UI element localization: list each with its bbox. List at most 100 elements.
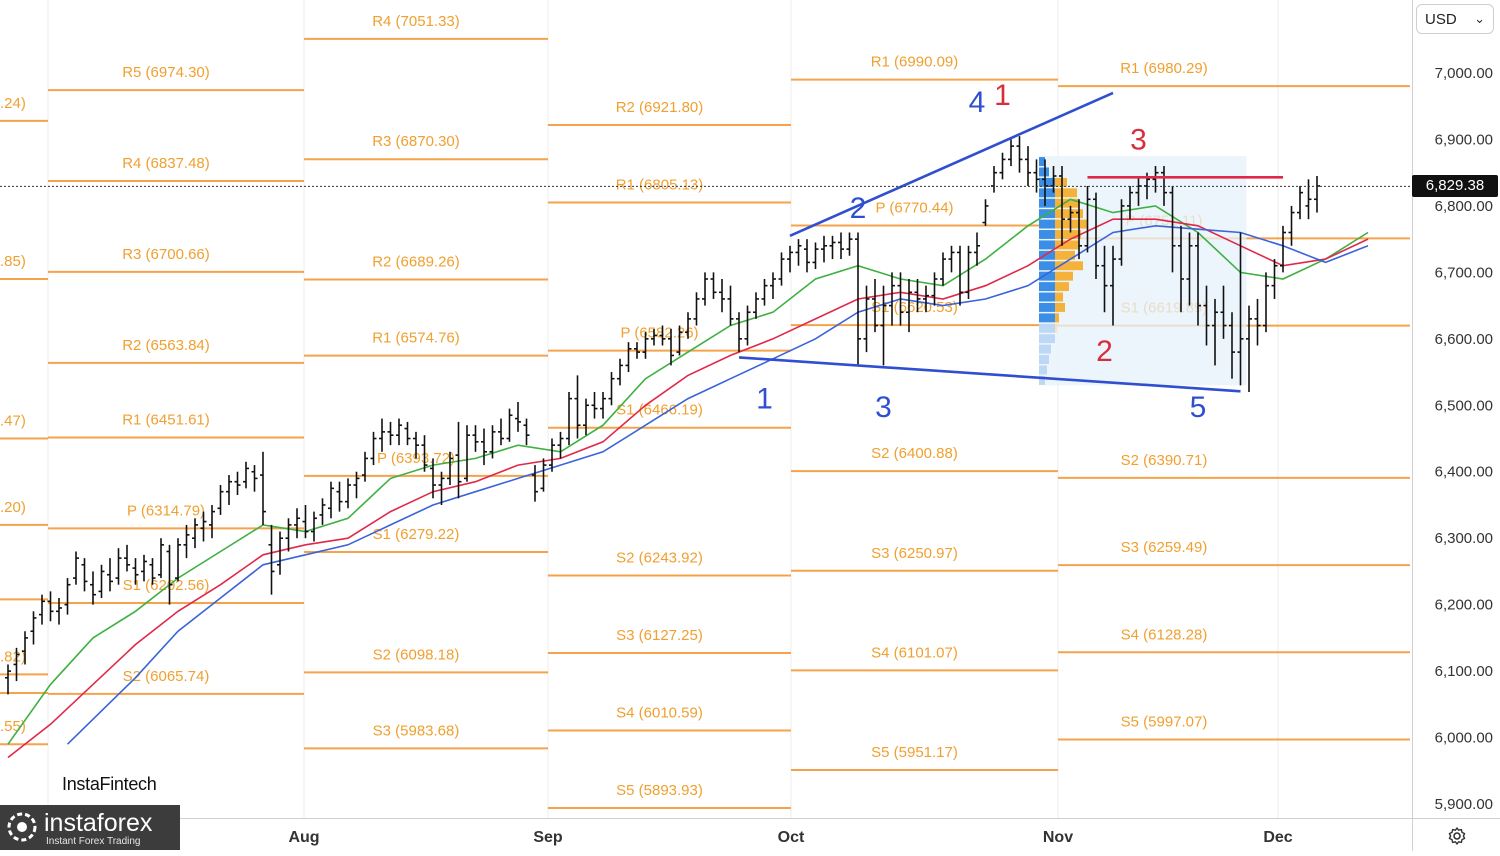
price-chart[interactable]: .24) .85) .47) .20) .82) .55) R5 (6974.30) R4 (… <box>0 0 1412 818</box>
volume-profile-bar <box>1055 240 1079 250</box>
ohlc-bar <box>1059 166 1065 246</box>
pivot-level-label: R1 (6574.76) <box>372 330 460 347</box>
pivot-level-label: S3 (6127.25) <box>616 627 703 644</box>
volume-profile-bar <box>1039 292 1055 302</box>
ohlc-bar <box>1314 176 1320 213</box>
ohlc-bar <box>940 252 946 286</box>
ohlc-bar <box>455 421 462 499</box>
ohlc-bar <box>166 544 173 605</box>
price-tick-label: 6,900.00 <box>1435 131 1493 148</box>
ohlc-bar <box>158 538 164 579</box>
ohlc-bar <box>489 425 496 459</box>
volume-profile-bar <box>1039 271 1055 281</box>
time-tick-label: Aug <box>288 829 319 846</box>
currency-label: USD <box>1425 11 1457 28</box>
ohlc-bar <box>1254 298 1261 346</box>
ohlc-bar <box>600 391 606 419</box>
ohlc-bar <box>617 358 623 386</box>
gear-icon[interactable] <box>1447 826 1467 846</box>
volume-profile-bar <box>1055 313 1059 323</box>
time-axis[interactable]: Aug Sep Oct Nov Dec <box>0 818 1412 851</box>
instaforex-emblem-icon <box>7 812 37 842</box>
ohlc-bar <box>1110 245 1116 326</box>
volume-profile-bar <box>1039 167 1049 177</box>
wave-label: 4 <box>969 86 986 119</box>
ohlc-bar <box>523 418 530 446</box>
ohlc-bar <box>982 199 989 226</box>
ohlc-bar <box>1229 312 1235 379</box>
price-tick-label: 6,400.00 <box>1435 464 1493 481</box>
chart-plot-area[interactable]: .24) .85) .47) .20) .82) .55) R5 (6974.30) R4 (… <box>0 0 1412 818</box>
pivot-level-label: S1 (6279.22) <box>373 526 460 543</box>
ohlc-bar <box>761 279 768 306</box>
pivot-level-label: S5 (5893.93) <box>616 782 703 799</box>
ohlc-bar <box>710 272 717 299</box>
ohlc-bar <box>1093 192 1099 280</box>
ohlc-bar <box>472 425 479 452</box>
ohlc-bar <box>821 235 827 263</box>
volume-profile-bar <box>1055 250 1075 260</box>
ohlc-bar <box>736 312 742 353</box>
ohlc-bar <box>727 285 734 326</box>
ohlc-bar <box>13 647 20 682</box>
price-tick-label: 6,100.00 <box>1435 663 1493 680</box>
ohlc-bar <box>141 554 147 582</box>
ohlc-bar <box>353 471 360 499</box>
ohlc-bar <box>719 279 725 313</box>
axis-corner <box>1412 818 1500 851</box>
volume-profile-bar <box>1055 188 1077 198</box>
pivot-level-label: .20) <box>0 499 26 516</box>
pivot-level-label: S3 (6250.97) <box>871 545 958 562</box>
wave-label: 2 <box>850 192 867 225</box>
ohlc-bar <box>795 239 802 266</box>
pivot-level-label: R1 (6451.61) <box>122 411 210 428</box>
price-tick-label: 6,600.00 <box>1435 331 1493 348</box>
volume-profile-bar <box>1039 157 1045 166</box>
ohlc-bar <box>515 401 521 432</box>
ohlc-bar <box>200 511 207 542</box>
currency-select[interactable]: USD ⌄ <box>1416 4 1494 34</box>
ohlc-bar <box>370 431 377 466</box>
wave-label: 1 <box>756 383 773 416</box>
ohlc-bar <box>676 325 683 356</box>
ohlc-bar <box>149 558 156 585</box>
price-tick-label: 6,300.00 <box>1435 530 1493 547</box>
pivot-level-label: S1 (6620.53) <box>871 299 958 316</box>
ohlc-bar <box>1008 139 1014 167</box>
time-tick-label: Nov <box>1043 829 1073 846</box>
ohlc-bar <box>1297 185 1303 220</box>
volume-profile-bar <box>1039 261 1055 271</box>
pivot-level-label: R3 (6870.30) <box>372 133 460 150</box>
volume-profile-bar <box>1055 302 1065 312</box>
ohlc-bar <box>413 431 419 459</box>
pivot-level-label: S3 (6259.49) <box>1121 539 1208 556</box>
ohlc-bar <box>1169 185 1176 273</box>
ohlc-bar <box>506 408 513 442</box>
ohlc-bar <box>634 342 640 359</box>
pivot-level-label: R3 (6700.66) <box>122 246 210 263</box>
ohlc-bar <box>829 235 836 260</box>
price-axis[interactable]: 5,900.00 6,000.00 6,100.00 6,200.00 6,300.00… <box>1412 0 1500 818</box>
ohlc-bar <box>549 438 555 472</box>
ohlc-bar <box>1076 199 1082 260</box>
trend-line <box>738 356 1241 393</box>
ohlc-bar <box>226 475 232 505</box>
ohlc-bar <box>557 431 564 459</box>
ohlc-bar <box>22 631 28 665</box>
ohlc-bar <box>268 524 275 595</box>
pivot-level-label: .82) <box>0 648 26 665</box>
volume-profile-bar <box>1039 365 1047 375</box>
ohlc-bar <box>1127 185 1133 220</box>
ohlc-bar <box>243 461 249 489</box>
volume-profile-bar <box>1039 344 1051 354</box>
ohlc-bar <box>1288 205 1295 246</box>
ohlc-bar <box>98 564 105 599</box>
ohlc-bar <box>583 398 589 436</box>
ohlc-bar <box>64 578 71 615</box>
pivot-level-label: S4 (6101.07) <box>871 644 958 661</box>
ohlc-bar <box>685 312 691 339</box>
ohlc-bar <box>311 511 317 542</box>
ohlc-bar <box>175 538 181 582</box>
ohlc-bar <box>770 272 776 299</box>
ohlc-bar <box>931 272 938 306</box>
